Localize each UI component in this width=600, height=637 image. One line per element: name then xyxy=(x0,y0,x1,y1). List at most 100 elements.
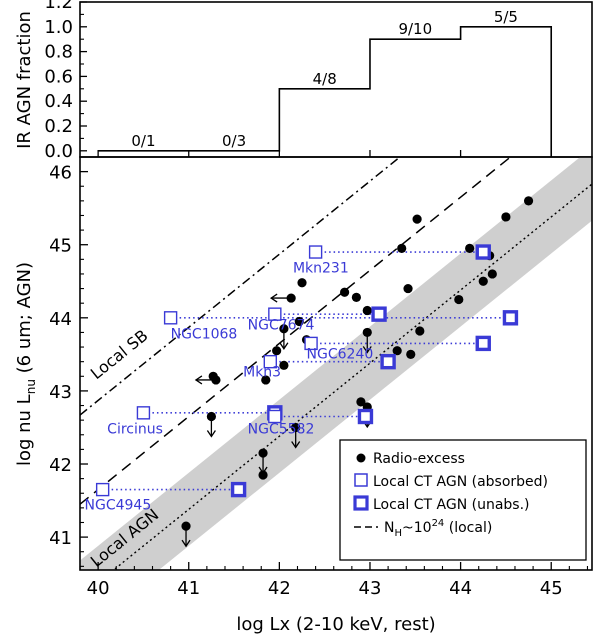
x-tick-label: 43 xyxy=(359,578,382,599)
x-axis-label: log Lx (2-10 keV, rest) xyxy=(236,614,435,635)
radio-excess-point xyxy=(261,375,271,385)
local-sb-label: Local SB xyxy=(87,326,152,383)
radio-excess-point xyxy=(294,316,304,327)
fraction-label: 5/5 xyxy=(494,8,518,26)
fraction-y-tick-label: 0.8 xyxy=(44,42,73,63)
radio-excess-point xyxy=(340,287,350,297)
radio-excess-point xyxy=(297,278,307,288)
legend-radio-excess: Radio-excess xyxy=(373,451,465,467)
ct-agn-unabsorbed-marker xyxy=(475,335,491,352)
fraction-y-tick-label: 1.2 xyxy=(44,0,73,13)
ct-agn-name: NGC7674 xyxy=(248,318,315,334)
main-panel-frame xyxy=(79,156,593,571)
y-tick-label: 42 xyxy=(49,455,72,476)
radio-excess-point xyxy=(258,470,268,480)
ct-agn-name: Mkn3 xyxy=(243,364,281,380)
x-tick-label: 41 xyxy=(177,578,200,599)
fraction-labels: 0/1 0/3 4/8 9/10 5/5 xyxy=(131,8,518,150)
radio-excess-point xyxy=(406,349,416,359)
fraction-y-tick-label: 0.2 xyxy=(44,116,73,137)
fraction-label: 4/8 xyxy=(313,70,337,88)
fraction-y-tick-label: 0.4 xyxy=(44,91,73,112)
radio-excess-point xyxy=(478,276,488,286)
ct-agn-name: NGC1068 xyxy=(171,326,238,342)
radio-excess-point xyxy=(272,346,282,356)
legend: Radio-excess Local CT AGN (absorbed) Loc… xyxy=(339,439,587,561)
fraction-panel: 0/1 0/3 4/8 9/10 5/5 0.0 0.2 0.4 0.6 0.8 1.0 1.2 I… xyxy=(14,0,593,162)
ct-agn-absorbed-marker xyxy=(308,245,323,259)
y-tick-label: 41 xyxy=(49,528,72,549)
radio-excess-points xyxy=(181,196,534,548)
radio-excess-point xyxy=(454,294,464,305)
ct-agn-name: NGC4945 xyxy=(85,497,152,513)
radio-excess-point xyxy=(415,326,425,336)
x-tick-label: 44 xyxy=(449,578,472,599)
ct-agn-absorbed-marker xyxy=(163,311,178,325)
fraction-label: 9/10 xyxy=(398,20,432,38)
ct-agn-labels: Mkn231 NGC1068 NGC7674 NGC6240 Mkn3 Circinus N… xyxy=(85,260,374,513)
upper-limit-arrowhead xyxy=(181,539,191,548)
nh-1e24-line xyxy=(80,157,512,505)
y-tick-label: 43 xyxy=(49,382,72,403)
radio-excess-point xyxy=(487,269,497,279)
main-y-axis-label: log nu Lnu (6 um; AGN) xyxy=(14,262,38,466)
radio-excess-point xyxy=(351,292,361,302)
local-agn-band xyxy=(80,157,592,570)
legend-unabsorbed: Local CT AGN (unabs.) xyxy=(373,497,530,513)
main-axes: 40 41 42 43 44 45 41 42 43 44 45 46 xyxy=(49,163,589,599)
fraction-y-tick-label: 0.6 xyxy=(44,66,73,87)
radio-excess-point xyxy=(403,283,413,294)
y-tick-label: 45 xyxy=(49,236,72,257)
fraction-y-axis-label: IR AGN fraction xyxy=(14,11,35,149)
ct-agn-absorbed-marker xyxy=(95,482,110,497)
ct-agn-absorbed-marker xyxy=(136,406,151,420)
local-sb-line xyxy=(80,157,402,416)
left-limit-arrowhead xyxy=(194,375,203,385)
fraction-steps xyxy=(98,26,553,157)
fraction-label: 0/3 xyxy=(222,132,246,150)
left-limit-arrowhead xyxy=(269,293,278,303)
fraction-y-tick-label: 1.0 xyxy=(44,17,73,38)
legend-absorbed: Local CT AGN (absorbed) xyxy=(373,474,548,490)
y-tick-label: 46 xyxy=(49,163,72,184)
ct-agn-unabsorbed-marker xyxy=(380,353,396,370)
upper-limit-arrowhead xyxy=(362,346,372,354)
ct-agn-name: NGC6240 xyxy=(307,347,374,363)
ct-agn-absorbed-marker xyxy=(304,336,318,351)
radio-excess-point xyxy=(523,196,534,206)
fraction-axis: 0.0 0.2 0.4 0.6 0.8 1.0 1.2 xyxy=(44,0,552,162)
ct-agn-name: NGC5582 xyxy=(248,421,315,437)
fraction-label: 0/1 xyxy=(131,132,155,150)
radio-excess-point xyxy=(279,360,289,370)
ct-agn-absorbed-marker xyxy=(268,409,282,424)
fraction-y-tick-label: 0.0 xyxy=(44,141,73,162)
ct-agn-name: Mkn231 xyxy=(293,260,349,276)
ct-agn-unabsorbed-marker xyxy=(371,306,387,322)
main-panel: Mkn231 NGC1068 NGC7674 NGC6240 Mkn3 Circinus N… xyxy=(14,156,593,635)
x-tick-label: 40 xyxy=(87,578,110,599)
ct-agn-unabsorbed-marker xyxy=(475,244,491,260)
ct-agn-links xyxy=(102,251,511,491)
radio-excess-point xyxy=(412,214,422,224)
ct-agn-absorbed-marker xyxy=(263,354,278,369)
ct-agn-unabsorbed-marker xyxy=(502,310,519,326)
legend-box xyxy=(339,439,587,561)
radio-excess-point xyxy=(392,346,402,356)
ct-agn-unabsorbed-marker xyxy=(230,481,247,498)
radio-excess-point xyxy=(465,243,475,253)
legend-unabsorbed-marker xyxy=(353,495,369,511)
ct-agn-unabsorbed-marker xyxy=(357,408,374,425)
fraction-step-line xyxy=(98,26,553,157)
upper-limit-arrowhead xyxy=(279,342,289,350)
upper-limit-arrowhead xyxy=(206,430,216,438)
x-tick-label: 42 xyxy=(268,578,291,599)
upper-limit-arrowhead xyxy=(291,441,301,449)
legend-absorbed-marker xyxy=(354,473,368,487)
ct-agn-absorbed-marker xyxy=(268,307,282,321)
ct-agn-name: Circinus xyxy=(107,421,163,437)
legend-radio-excess-marker xyxy=(356,453,366,463)
y-tick-label: 44 xyxy=(49,309,72,330)
radio-excess-point xyxy=(356,397,366,407)
radio-excess-point xyxy=(501,212,511,222)
